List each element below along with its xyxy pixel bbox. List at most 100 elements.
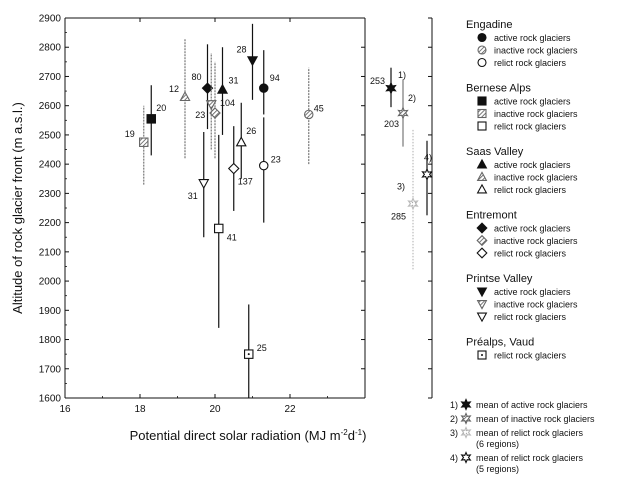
- point-label-saas-valley-inactive: 12: [169, 84, 179, 94]
- legend-mean-key-3: 3): [450, 428, 458, 438]
- point-label-printse-valley-inactive: 23: [195, 110, 205, 120]
- legend-title-pr-alps-vaud: Préalps, Vaud: [466, 337, 534, 349]
- legend-label-engadine-inactive: inactive rock glaciers: [494, 46, 578, 56]
- legend-mean-key-4: 4): [450, 453, 458, 463]
- point-label-saas-valley-relict: 26: [246, 126, 256, 136]
- mean-key-1: 1): [398, 70, 406, 80]
- legend-mean-marker-2: [460, 412, 472, 425]
- mean-point-3: [407, 196, 419, 211]
- legend-label-bernese-alps-active: active rock glaciers: [494, 97, 571, 107]
- legend-mean-key-2: 2): [450, 414, 458, 424]
- legend-marker-engadine-relict: [477, 57, 487, 68]
- legend-mean-label-1: mean of active rock glaciers: [476, 400, 588, 410]
- point-label-engadine-inactive: 45: [314, 103, 324, 113]
- mean-key-4: 4): [424, 152, 432, 162]
- point-printse-valley-relict: [198, 179, 210, 190]
- point-label-bernese-alps-relict: 41: [227, 232, 237, 242]
- legend-label-bernese-alps-relict: relict rock glaciers: [494, 122, 567, 132]
- y-axis-label: Altitude of rock glacier front (m a.s.l.…: [10, 102, 25, 314]
- point-label-entremont-relict: 137: [238, 177, 253, 187]
- point-pr-alps-vaud-relict-dot: [247, 353, 250, 356]
- y-tick-label: 2400: [39, 160, 62, 171]
- y-tick-label: 1700: [39, 364, 62, 375]
- y-tick-label: 2500: [39, 130, 62, 141]
- x-tick-label: 20: [209, 404, 221, 415]
- legend-mean-marker-3: [460, 426, 472, 439]
- y-tick-label: 2300: [39, 189, 62, 200]
- x-tick-label: 22: [284, 404, 296, 415]
- legend-marker-printse-valley-inactive: [476, 300, 488, 310]
- point-bernese-alps-inactive: [139, 137, 149, 147]
- y-tick-label: 1800: [39, 335, 62, 346]
- legend-title-saas-valley: Saas Valley: [466, 146, 524, 158]
- y-tick-label: 2000: [39, 277, 62, 288]
- point-printse-valley-active: [246, 56, 259, 67]
- legend-marker-saas-valley-inactive: [476, 171, 488, 181]
- legend-mean-marker-1: [460, 398, 472, 411]
- legend-title-bernese-alps: Bernese Alps: [466, 83, 531, 95]
- y-tick-label: 1900: [39, 306, 62, 317]
- legend-marker-engadine-inactive: [477, 45, 487, 55]
- mean-label-2: 203: [384, 119, 399, 129]
- legend-mean-marker-4: [460, 451, 472, 464]
- legend-label-saas-valley-relict: relict rock glaciers: [494, 185, 567, 195]
- legend-marker-entremont-relict: [476, 247, 488, 259]
- legend-label-bernese-alps-inactive: inactive rock glaciers: [494, 109, 578, 119]
- x-tick-label: 16: [59, 404, 71, 415]
- legend-marker-saas-valley-active: [476, 158, 488, 169]
- legend-title-printse-valley: Printse Valley: [466, 273, 533, 285]
- legend-label-entremont-relict: relict rock glaciers: [494, 249, 567, 259]
- point-label-entremont-active: 80: [191, 72, 201, 82]
- y-tick-label: 2100: [39, 247, 62, 258]
- y-tick-label: 1600: [39, 394, 62, 405]
- x-axis-label: Potential direct solar radiation (MJ m-2…: [130, 428, 367, 443]
- legend-marker-pr-alps-vaud-relict-dot: [481, 354, 483, 356]
- y-tick-label: 2600: [39, 101, 62, 112]
- legend-marker-bernese-alps-inactive: [477, 108, 487, 119]
- legend: Engadine active rock glaciers inactive roc…: [450, 19, 595, 474]
- point-saas-valley-inactive: [179, 90, 191, 102]
- legend-marker-printse-valley-active: [476, 287, 488, 298]
- point-engadine-active: [258, 83, 269, 93]
- point-label-engadine-active: 94: [270, 73, 280, 83]
- legend-mean-label-3: mean of relict rock glaciers: [476, 428, 584, 438]
- legend-mean-label-4: mean of relict rock glaciers: [476, 453, 584, 463]
- legend-marker-entremont-active: [476, 222, 488, 234]
- point-label-printse-valley-relict: 31: [188, 191, 198, 201]
- legend-label-engadine-relict: relict rock glaciers: [494, 58, 567, 68]
- legend-label-printse-valley-relict: relict rock glaciers: [494, 312, 567, 322]
- legend-label-printse-valley-active: active rock glaciers: [494, 287, 571, 297]
- legend-label-saas-valley-inactive: inactive rock glaciers: [494, 173, 578, 183]
- point-printse-valley-inactive: [205, 100, 217, 111]
- mean-key-3: 3): [397, 182, 405, 192]
- legend-title-engadine: Engadine: [466, 19, 513, 31]
- legend-label-saas-valley-active: active rock glaciers: [494, 160, 571, 170]
- y-tick-label: 2800: [39, 43, 62, 54]
- mean-label-3: 285: [391, 212, 406, 222]
- point-saas-valley-relict: [235, 136, 247, 147]
- legend-marker-saas-valley-relict: [476, 183, 488, 194]
- point-label-pr-alps-vaud-relict: 25: [257, 343, 267, 353]
- legend-mean-sub-3: (6 regions): [476, 439, 519, 449]
- point-label-bernese-alps-inactive: 19: [125, 129, 135, 139]
- y-tick-label: 2900: [39, 14, 62, 25]
- legend-label-pr-alps-vaud-relict: relict rock glaciers: [494, 351, 567, 361]
- legend-marker-bernese-alps-relict: [477, 121, 487, 131]
- point-engadine-inactive: [303, 109, 314, 120]
- mean-key-2: 2): [408, 93, 416, 103]
- point-engadine-relict: [258, 160, 269, 171]
- point-saas-valley-active: [216, 83, 229, 94]
- point-label-saas-valley-active: 31: [229, 76, 239, 86]
- point-label-entremont-inactive: 104: [220, 98, 235, 108]
- mean-label-1: 253: [370, 76, 385, 86]
- data-marks: 94 45 23 20 19 41 31 12 26 80 104 137 28 23 31 25: [125, 23, 324, 398]
- legend-label-entremont-inactive: inactive rock glaciers: [494, 236, 578, 246]
- legend-label-printse-valley-inactive: inactive rock glaciers: [494, 300, 578, 310]
- mean-marks: 253 1) 203 2) 285 3) 4): [370, 67, 433, 270]
- point-label-bernese-alps-active: 20: [156, 103, 166, 113]
- axes: 1600 1700 1800 1900 2000 2100 2200 2300 2400 2500…: [10, 14, 366, 444]
- legend-marker-bernese-alps-active: [477, 96, 487, 106]
- point-label-printse-valley-active: 28: [236, 44, 246, 54]
- point-entremont-inactive: [209, 107, 221, 119]
- legend-mean-sub-4: (5 regions): [476, 464, 519, 474]
